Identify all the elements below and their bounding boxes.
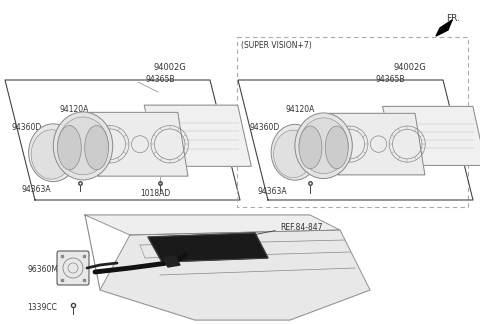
Text: 94120A: 94120A [285, 106, 314, 114]
Polygon shape [85, 215, 340, 235]
Text: 1018AD: 1018AD [140, 189, 170, 198]
Ellipse shape [31, 130, 72, 179]
Ellipse shape [58, 117, 108, 175]
Ellipse shape [274, 130, 313, 178]
Text: 94002G: 94002G [394, 63, 426, 72]
Text: 94360D: 94360D [250, 123, 280, 133]
Ellipse shape [271, 124, 319, 180]
Text: REF.84-847: REF.84-847 [280, 224, 323, 233]
Ellipse shape [295, 113, 352, 179]
Polygon shape [88, 112, 188, 176]
Polygon shape [329, 113, 425, 175]
Text: 94365B: 94365B [145, 75, 175, 85]
Polygon shape [383, 106, 480, 166]
Bar [237, 37, 468, 207]
Text: 96360M: 96360M [27, 265, 58, 274]
Text: 94363A: 94363A [22, 186, 52, 194]
Polygon shape [148, 233, 268, 262]
Text: 94120A: 94120A [60, 106, 89, 114]
Text: 94365B: 94365B [375, 75, 405, 85]
Text: FR.: FR. [446, 14, 460, 23]
Polygon shape [436, 20, 452, 36]
Ellipse shape [299, 118, 348, 174]
Text: (SUPER VISION+7): (SUPER VISION+7) [241, 41, 312, 50]
FancyBboxPatch shape [57, 251, 89, 285]
Text: 94360D: 94360D [12, 123, 42, 133]
Ellipse shape [53, 112, 113, 180]
Ellipse shape [29, 124, 78, 182]
Ellipse shape [325, 126, 348, 169]
Text: 94002G: 94002G [154, 63, 186, 72]
Text: 1339CC: 1339CC [27, 304, 57, 313]
Ellipse shape [299, 126, 322, 169]
Ellipse shape [58, 125, 81, 170]
Polygon shape [144, 105, 252, 166]
Polygon shape [100, 230, 370, 320]
Ellipse shape [84, 125, 108, 170]
Polygon shape [163, 256, 180, 267]
Text: 94363A: 94363A [257, 188, 287, 196]
